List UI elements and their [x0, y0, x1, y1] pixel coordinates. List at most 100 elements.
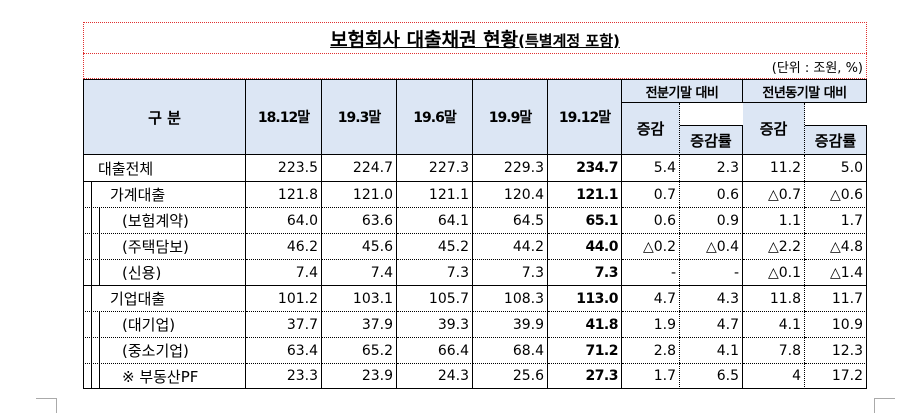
- cell: △0.4: [680, 233, 743, 259]
- cell: 44.2: [473, 233, 548, 259]
- header-sub: 증감률: [805, 125, 867, 155]
- cell: 121.8: [246, 181, 322, 207]
- cell: △0.2: [622, 233, 680, 259]
- cell: 24.3: [397, 363, 473, 389]
- cell: 44.0: [548, 233, 622, 259]
- cell: 11.8: [743, 285, 805, 311]
- cell: 2.8: [622, 337, 680, 363]
- cell: △0.7: [743, 181, 805, 207]
- cell: 65.1: [548, 207, 622, 233]
- cell: 7.3: [548, 259, 622, 285]
- cell: 0.9: [680, 207, 743, 233]
- cell: 120.4: [473, 181, 548, 207]
- cell: 65.2: [322, 337, 397, 363]
- cell: 39.9: [473, 311, 548, 337]
- cell: 12.3: [805, 337, 867, 363]
- cell: 66.4: [397, 337, 473, 363]
- corner-right: [874, 398, 895, 413]
- cell: 2.3: [680, 155, 743, 181]
- cell: 45.2: [397, 233, 473, 259]
- cell: △1.4: [805, 259, 867, 285]
- cell: 46.2: [246, 233, 322, 259]
- cell: 234.7: [548, 155, 622, 181]
- cell: 27.3: [548, 363, 622, 389]
- cell: -: [680, 259, 743, 285]
- cell: △0.6: [805, 181, 867, 207]
- cell: 1.7: [622, 363, 680, 389]
- cell: 11.2: [743, 155, 805, 181]
- cell: 1.9: [622, 311, 680, 337]
- cell: 7.4: [322, 259, 397, 285]
- cell: 224.7: [322, 155, 397, 181]
- indent-line: [91, 285, 92, 311]
- cell: 121.1: [548, 181, 622, 207]
- cell: 11.7: [805, 285, 867, 311]
- row-label: (중소기업): [83, 337, 246, 363]
- cell: 0.6: [680, 181, 743, 207]
- cell: 229.3: [473, 155, 548, 181]
- cell: 101.2: [246, 285, 322, 311]
- cell: 1.1: [743, 207, 805, 233]
- indent-line: [91, 181, 92, 207]
- indent-line: [99, 363, 100, 389]
- indent-line: [91, 207, 92, 233]
- title: 보험회사 대출채권 현황(특별계정 포함): [330, 25, 620, 52]
- cell: 10.9: [805, 311, 867, 337]
- indent-line: [91, 311, 92, 337]
- corner-left: [36, 398, 57, 413]
- cell: 23.9: [322, 363, 397, 389]
- cell: 4.7: [680, 311, 743, 337]
- cell: 227.3: [397, 155, 473, 181]
- row-label: 대출전체: [83, 155, 246, 181]
- title-row: 보험회사 대출채권 현황(특별계정 포함): [83, 22, 867, 53]
- cell: 121.0: [322, 181, 397, 207]
- cell: -: [622, 259, 680, 285]
- header-period: 19.6말: [397, 79, 473, 155]
- cell: 0.7: [622, 181, 680, 207]
- indent-line: [91, 337, 92, 363]
- cell: 4: [743, 363, 805, 389]
- header-group: 전년동기말 대비: [743, 79, 867, 103]
- indent-line: [99, 311, 100, 337]
- cell: 5.4: [622, 155, 680, 181]
- title-sub: (특별계정 포함): [518, 31, 620, 50]
- cell: 7.8: [743, 337, 805, 363]
- header-period: 18.12말: [246, 79, 322, 155]
- cell: 7.3: [473, 259, 548, 285]
- cell: 6.5: [680, 363, 743, 389]
- cell: 25.6: [473, 363, 548, 389]
- header-sub: 증감: [622, 103, 680, 155]
- cell: 64.5: [473, 207, 548, 233]
- cell: 223.5: [246, 155, 322, 181]
- cell: 113.0: [548, 285, 622, 311]
- row-label: 기업대출: [83, 285, 246, 311]
- cell: 45.6: [322, 233, 397, 259]
- cell: 37.7: [246, 311, 322, 337]
- cell: 64.0: [246, 207, 322, 233]
- header-label: 구 분: [83, 79, 246, 155]
- header-period: 19.3말: [322, 79, 397, 155]
- cell: 37.9: [322, 311, 397, 337]
- row-label: (주택담보): [83, 233, 246, 259]
- cell: 4.7: [622, 285, 680, 311]
- cell: 1.7: [805, 207, 867, 233]
- cell: 108.3: [473, 285, 548, 311]
- row-label: (대기업): [83, 311, 246, 337]
- cell: 7.4: [246, 259, 322, 285]
- cell: 4.1: [680, 337, 743, 363]
- title-main: 보험회사 대출채권 현황: [330, 28, 519, 51]
- header-sub: 증감률: [680, 125, 743, 155]
- unit: (단위 : 조원, %): [771, 60, 863, 76]
- cell: 63.4: [246, 337, 322, 363]
- header-sub: 증감: [743, 103, 805, 155]
- cell: 63.6: [322, 207, 397, 233]
- cell: 4.3: [680, 285, 743, 311]
- indent-line: [99, 337, 100, 363]
- cell: 71.2: [548, 337, 622, 363]
- cell: △0.1: [743, 259, 805, 285]
- row-label: ※ 부동산PF: [83, 363, 246, 389]
- header-period: 19.9말: [473, 79, 548, 155]
- header-group: 전분기말 대비: [622, 79, 743, 103]
- cell: 17.2: [805, 363, 867, 389]
- cell: 121.1: [397, 181, 473, 207]
